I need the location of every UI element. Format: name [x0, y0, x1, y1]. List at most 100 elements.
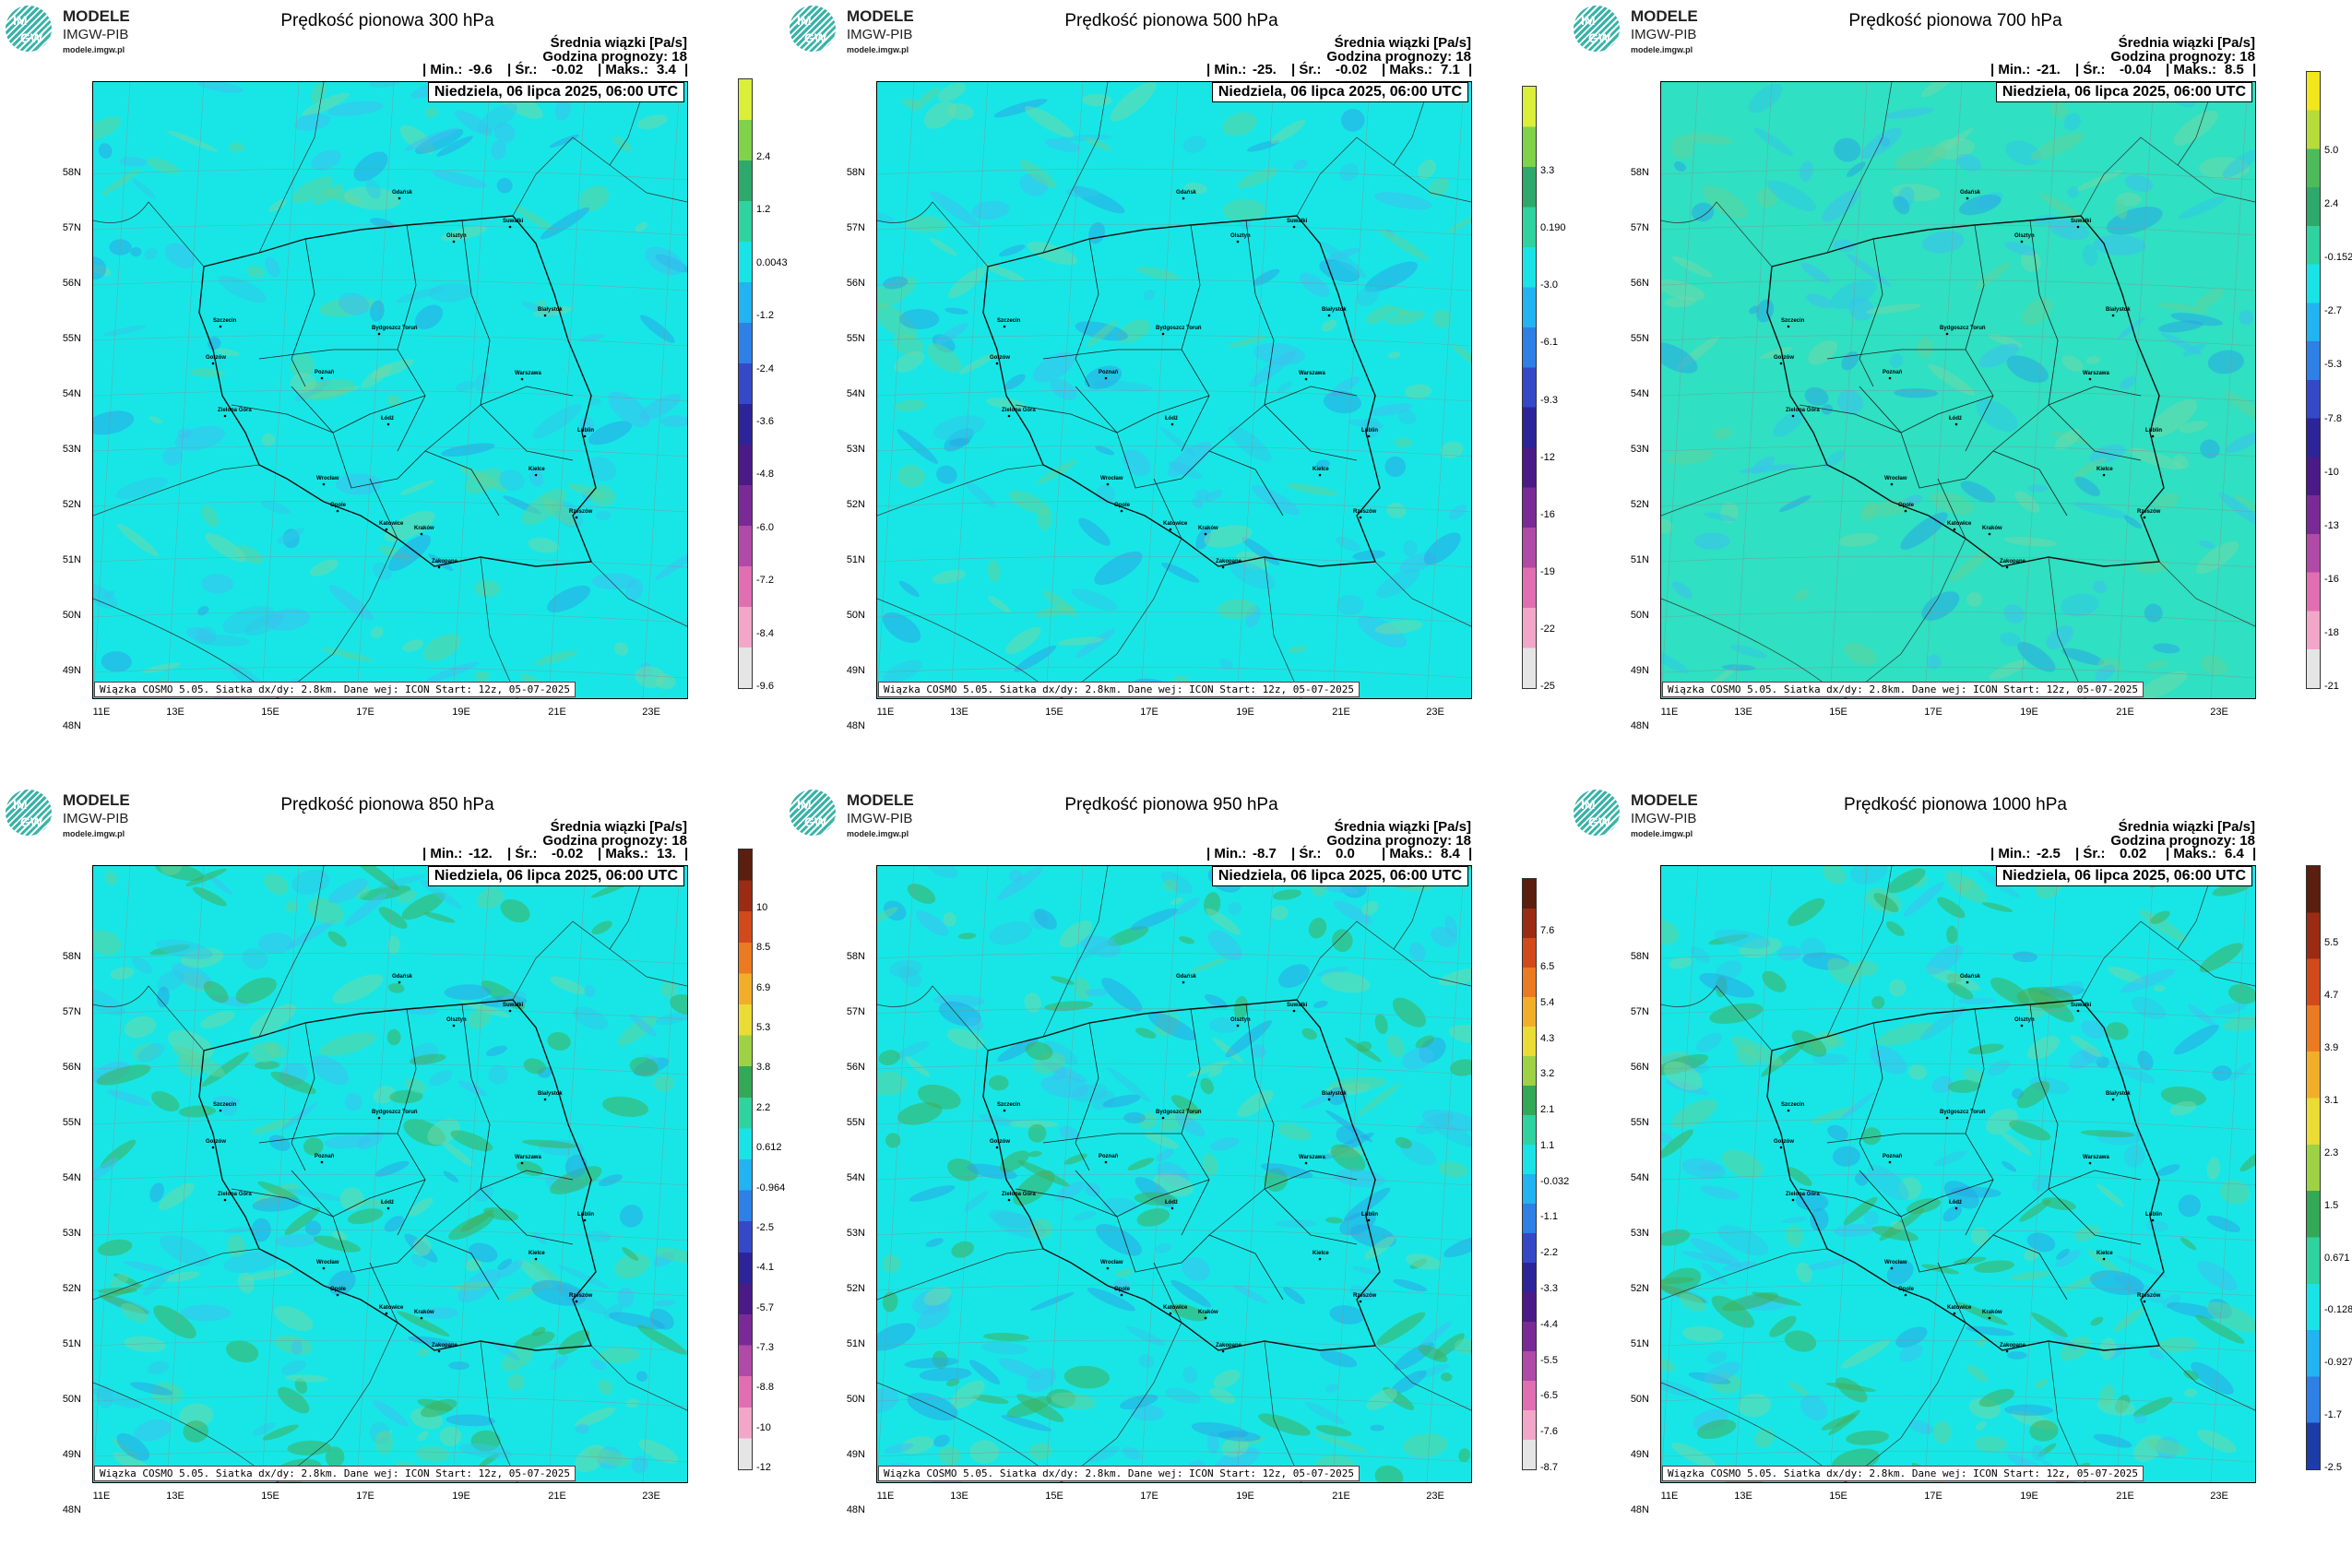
city-4: Szczecin: [213, 1102, 237, 1112]
city-dot: [2102, 1257, 2106, 1261]
city-5: Bydgoszcz Toruń: [1156, 1110, 1202, 1120]
poland-border: [1766, 999, 2165, 1351]
model-info: Wiązka COSMO 5.05. Siatka dx/dy: 2.8km. …: [94, 682, 576, 697]
city-label: Kraków: [1982, 1310, 2002, 1315]
stats-end-bar: |: [684, 62, 689, 77]
city-17: Rzeszów: [2137, 1293, 2161, 1303]
min-value: -9.6: [469, 62, 493, 77]
lon-tick-label: 23E: [2210, 1491, 2228, 1502]
lat-tick-label: 48N: [846, 1504, 865, 1515]
lat-tick-label: 57N: [846, 222, 865, 233]
city-0: Gdańsk: [392, 190, 413, 200]
city-8: Warszawa: [1299, 1155, 1325, 1165]
poland-border: [982, 215, 1381, 567]
map-area[interactable]: Gdańsk Olsztyn Suwałki Białystok Szczecin Byd…: [1660, 865, 2256, 1483]
colorbar-tick-label: -18: [2324, 627, 2339, 638]
imgw-logo-mark: IM GW: [6, 6, 52, 52]
lat-tick-label: 55N: [62, 333, 81, 344]
imgw-logo: IM GW MODELE IMGW-PIB modele.imgw.pl: [790, 790, 937, 838]
logo-mark-top: IM: [1581, 797, 1596, 812]
lon-tick-label: 17E: [1140, 707, 1158, 718]
city-dot: [1170, 1206, 1174, 1210]
map-area[interactable]: Gdańsk Olsztyn Suwałki Białystok Szczecin Byd…: [92, 865, 688, 1483]
city-label: Warszawa: [515, 1155, 541, 1160]
model-info: Wiązka COSMO 5.05. Siatka dx/dy: 2.8km. …: [878, 1466, 1360, 1481]
lon-tick-label: 17E: [356, 1491, 374, 1502]
lat-tick-label: 49N: [62, 665, 81, 676]
city-dot: [1204, 1316, 1207, 1320]
city-label: Zakopane: [2000, 559, 2026, 564]
map-area[interactable]: Gdańsk Olsztyn Suwałki Białystok Szczecin Byd…: [92, 81, 688, 699]
city-16: Kraków: [1982, 1310, 2002, 1320]
lat-tick-label: 58N: [62, 167, 81, 178]
city-label: Gorzów: [1774, 355, 1794, 361]
colorbar-tick-label: -4.4: [1540, 1319, 1558, 1330]
panel-title: Prędkość pionowa 700 hPa: [1848, 11, 2062, 30]
city-14: Opole: [1114, 503, 1131, 513]
lon-tick-label: 15E: [1829, 707, 1847, 718]
field-texture: [93, 82, 687, 698]
city-label: Poznań: [315, 1154, 335, 1159]
colorbar-tick-label: -10: [2324, 467, 2339, 478]
lat-tick-label: 52N: [846, 499, 865, 510]
map-canvas: Gdańsk Olsztyn Suwałki Białystok Szczecin Byd…: [877, 82, 1471, 698]
lon-tick-label: 15E: [261, 1491, 279, 1502]
city-6: Gorzów: [206, 1139, 226, 1149]
poland-border: [198, 215, 597, 567]
city-11: Lublin: [577, 428, 594, 438]
city-label: Zakopane: [1216, 1343, 1242, 1348]
city-label: Warszawa: [2083, 1155, 2109, 1160]
city-label: Lublin: [577, 1212, 594, 1218]
map-area[interactable]: Gdańsk Olsztyn Suwałki Białystok Szczecin Byd…: [876, 865, 1472, 1483]
field-background: [877, 82, 1471, 698]
logo-title: MODELE: [847, 7, 914, 25]
colorbar-tick-label: -16: [2324, 574, 2339, 585]
city-dot: [2088, 1161, 2092, 1165]
lat-tick-label: 50N: [1630, 610, 1649, 621]
imgw-logo-mark: IM GW: [1574, 790, 1620, 836]
city-dot: [1779, 362, 1783, 365]
logo-mark-bottom: GW: [1588, 30, 1611, 45]
colorbar-tick-label: -2.2: [1540, 1247, 1558, 1258]
city-label: Zielona Góra: [1002, 408, 1036, 413]
map-area[interactable]: Gdańsk Olsztyn Suwałki Białystok Szczecin Byd…: [876, 81, 1472, 699]
meta-forecast-hour: Godzina prognozy: 18: [1326, 49, 1471, 65]
lat-tick-label: 52N: [1630, 1283, 1649, 1294]
imgw-logo: IM GW MODELE IMGW-PIB modele.imgw.pl: [6, 790, 153, 838]
lat-tick-label: 52N: [62, 499, 81, 510]
min-label: | Min.:: [1990, 62, 2031, 77]
lat-tick-label: 50N: [1630, 1394, 1649, 1405]
min-label: | Min.:: [422, 62, 463, 77]
colorbar-tick-label: -21: [2324, 681, 2339, 692]
graticule: [877, 82, 1471, 698]
city-dot: [1304, 1161, 1308, 1165]
city-dot: [575, 1300, 578, 1303]
colorbar-tick-label: 5.4: [1540, 997, 1555, 1008]
lat-tick-label: 56N: [1630, 1062, 1649, 1073]
colorbar: [738, 849, 753, 1470]
forecast-date: Niedziela, 06 lipca 2025, 06:00 UTC: [427, 866, 684, 886]
colorbar-tick-label: -6.0: [756, 522, 774, 533]
city-13: Kielce: [1313, 467, 1329, 477]
city-dot: [2151, 434, 2155, 438]
city-dot: [452, 240, 456, 244]
map-panel-3: IM GW MODELE IMGW-PIB modele.imgw.pl Prę…: [0, 784, 785, 1568]
city-18: Zakopane: [2000, 559, 2026, 569]
mean-label: | Śr.:: [2075, 846, 2106, 861]
city-dot: [1182, 980, 1185, 984]
map-area[interactable]: Gdańsk Olsztyn Suwałki Białystok Szczecin Byd…: [1660, 81, 2256, 699]
city-18: Zakopane: [1216, 1343, 1242, 1353]
colorbar-tick-label: -2.7: [2324, 305, 2342, 316]
logo-text: MODELE IMGW-PIB modele.imgw.pl: [847, 7, 914, 54]
city-14: Opole: [1898, 503, 1915, 513]
colorbar-tick-label: -1.1: [1540, 1211, 1558, 1222]
city-label: Gdańsk: [392, 974, 413, 980]
city-dot: [385, 528, 388, 531]
city-label: Bydgoszcz Toruń: [372, 326, 418, 331]
imgw-logo-mark: IM GW: [790, 790, 836, 836]
city-label: Białystok: [538, 1091, 563, 1097]
city-dot: [437, 1349, 441, 1353]
lat-tick-label: 54N: [1630, 388, 1649, 399]
colorbar-tick-label: -7.3: [756, 1342, 774, 1353]
mean-value: -0.02: [1336, 62, 1368, 77]
